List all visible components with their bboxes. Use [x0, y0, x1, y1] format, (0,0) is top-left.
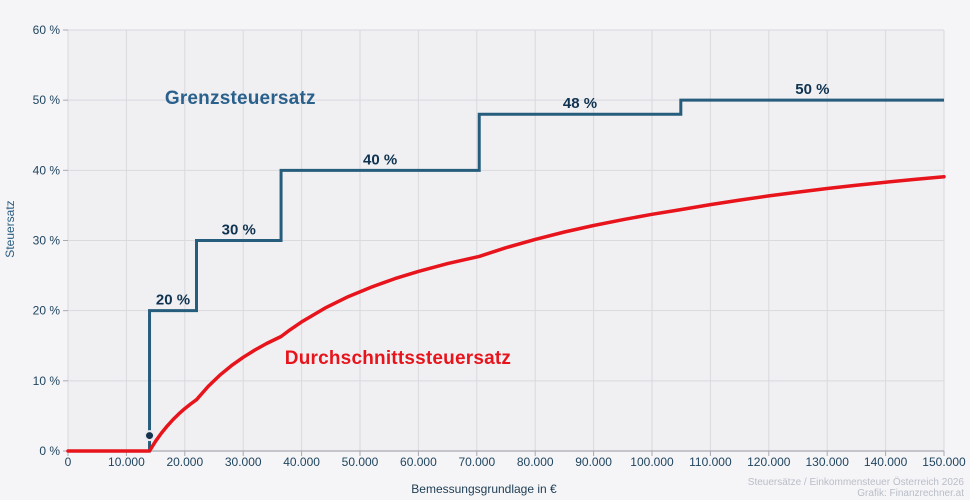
y-tick-label: 50 % — [33, 93, 61, 107]
series-label-grenzsteuersatz: Grenzsteuersatz — [164, 87, 316, 109]
x-tick-label: 110.000 — [689, 455, 732, 469]
y-tick-label: 10 % — [33, 374, 61, 388]
y-tick-label: 20 % — [33, 304, 61, 318]
x-tick-label: 40.000 — [283, 455, 320, 469]
y-tick-label: 0 % — [39, 444, 60, 458]
durchschnittssteuersatz-line — [66, 175, 946, 453]
attribution-line-2: Grafik: Finanzrechner.at — [857, 488, 964, 499]
step-label: 40 % — [363, 151, 397, 168]
x-tick-label: 90.000 — [575, 455, 612, 469]
x-tick-label: 50.000 — [342, 455, 379, 469]
x-tick-label: 100.000 — [630, 455, 674, 469]
x-axis-title: Bemessungsgrundlage in € — [411, 482, 557, 496]
y-axis-title: Steuersatz — [3, 200, 17, 258]
x-tick-label: 70.000 — [458, 455, 495, 469]
x-tick-label: 10.000 — [108, 455, 145, 469]
x-tick-label: 60.000 — [400, 455, 437, 469]
step-label: 50 % — [795, 81, 829, 98]
y-tick-label: 30 % — [33, 234, 61, 248]
attribution: Steuersätze / Einkommensteuer Österreich… — [748, 477, 964, 499]
x-tick-label: 0 — [65, 455, 72, 469]
grenzsteuersatz-step-line — [68, 98, 944, 453]
x-tick-label: 120.000 — [747, 455, 791, 469]
x-tick-label: 30.000 — [225, 455, 262, 469]
step-start-marker-dot — [144, 430, 156, 442]
y-tick-label: 60 % — [33, 23, 61, 37]
series-label-durchschnittssteuersatz: Durchschnittssteuersatz — [284, 348, 512, 370]
x-tick-label: 150.000 — [922, 455, 966, 469]
x-tick-label: 20.000 — [166, 455, 203, 469]
y-tick-label: 40 % — [33, 163, 61, 177]
x-tick-label: 140.000 — [864, 455, 908, 469]
step-label: 30 % — [222, 222, 256, 239]
attribution-line-1: Steuersätze / Einkommensteuer Österreich… — [747, 477, 964, 488]
x-tick-label: 80.000 — [517, 455, 554, 469]
step-label: 48 % — [563, 95, 597, 112]
x-tick-label: 130.000 — [806, 455, 850, 469]
step-label: 20 % — [156, 292, 190, 309]
